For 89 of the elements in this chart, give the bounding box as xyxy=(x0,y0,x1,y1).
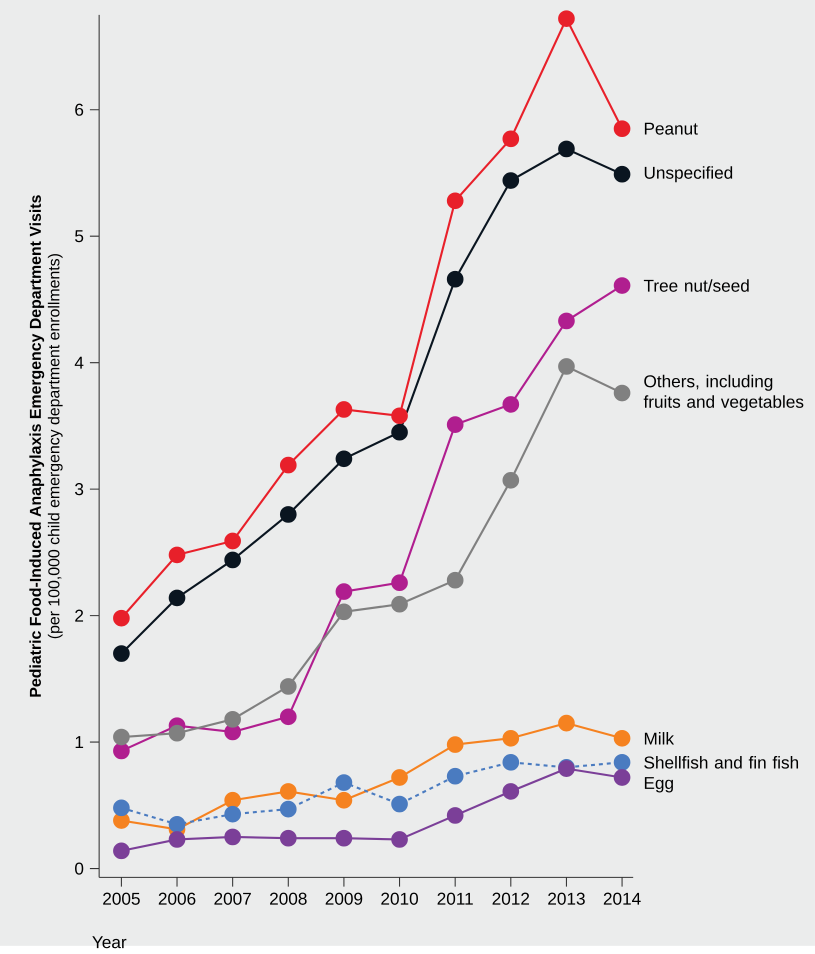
series-label: Shellfish and fin fish xyxy=(644,756,798,769)
series-label: Milk xyxy=(644,732,674,745)
y-tick-label: 1 xyxy=(76,736,83,748)
point xyxy=(280,708,296,726)
y-tick-label: 4 xyxy=(74,356,84,369)
x-tick-label: 2014 xyxy=(604,892,641,905)
series-label: Unspecified xyxy=(644,166,732,182)
point xyxy=(224,828,241,846)
point xyxy=(224,806,241,822)
x-tick-label: 2009 xyxy=(326,892,362,905)
point xyxy=(112,728,130,746)
point xyxy=(335,450,352,468)
point xyxy=(502,130,519,148)
point xyxy=(280,506,296,523)
point xyxy=(391,769,408,786)
point xyxy=(391,407,408,424)
point xyxy=(112,742,130,760)
point xyxy=(112,610,130,626)
y-tick-label: 0 xyxy=(74,862,84,875)
point xyxy=(446,270,464,288)
point xyxy=(502,754,519,771)
point xyxy=(558,312,575,330)
point xyxy=(391,596,408,613)
series-label: Peanut xyxy=(644,122,698,135)
point xyxy=(446,807,464,824)
point xyxy=(224,552,241,568)
point xyxy=(614,277,630,294)
point xyxy=(558,358,575,375)
point xyxy=(112,800,130,816)
point xyxy=(335,401,352,418)
point xyxy=(502,472,519,489)
point xyxy=(446,572,464,589)
point xyxy=(502,396,519,413)
series-label: Others, including fruits and vegetables xyxy=(644,374,804,412)
x-tick-label: 2007 xyxy=(214,892,251,905)
point xyxy=(168,546,186,564)
y-tick-label: 2 xyxy=(75,610,83,622)
point xyxy=(280,800,296,818)
y-tick-label: 6 xyxy=(75,104,84,116)
point xyxy=(280,830,296,847)
point xyxy=(446,416,464,433)
point xyxy=(335,774,352,791)
x-tick-label: 2011 xyxy=(437,892,473,905)
y-axis-title: Pediatric Food-Induced Anaphylaxis Emergency Department Visits xyxy=(29,195,44,697)
point xyxy=(614,120,630,138)
point xyxy=(335,830,352,847)
x-tick-label: 2012 xyxy=(492,892,529,905)
point xyxy=(614,730,630,747)
point xyxy=(280,783,296,800)
point xyxy=(335,792,352,809)
x-axis-title: Year xyxy=(92,936,126,948)
x-tick-label: 2008 xyxy=(270,892,306,905)
point xyxy=(168,590,186,606)
series-label: Egg xyxy=(644,777,673,792)
point xyxy=(614,769,630,786)
point xyxy=(614,384,630,402)
point xyxy=(335,603,352,620)
point xyxy=(335,583,352,600)
point xyxy=(391,424,408,441)
x-tick-label: 2010 xyxy=(381,892,418,905)
point xyxy=(112,645,130,662)
y-tick-label: 3 xyxy=(74,483,84,496)
point xyxy=(446,192,464,210)
y-tick-label: 5 xyxy=(74,230,84,242)
point xyxy=(446,736,464,753)
point xyxy=(558,714,575,732)
x-tick-label: 2006 xyxy=(158,892,196,905)
point xyxy=(614,166,630,183)
point xyxy=(391,796,408,812)
point xyxy=(502,730,519,747)
point xyxy=(391,574,408,592)
point xyxy=(558,10,575,27)
series-label: Tree nut/seed xyxy=(644,279,749,292)
point xyxy=(502,172,519,189)
point xyxy=(614,754,630,771)
point xyxy=(280,456,296,474)
point xyxy=(502,783,519,800)
point xyxy=(224,792,241,809)
point xyxy=(224,710,241,728)
point xyxy=(280,678,296,695)
point xyxy=(224,532,241,550)
point xyxy=(446,768,464,785)
point xyxy=(112,842,130,860)
x-tick-label: 2005 xyxy=(102,892,140,905)
point xyxy=(391,831,408,848)
point xyxy=(558,140,575,158)
x-tick-label: 2013 xyxy=(548,892,585,905)
point xyxy=(168,724,186,742)
text: (per 100,000 child emergency department enrollments) xyxy=(48,254,62,638)
